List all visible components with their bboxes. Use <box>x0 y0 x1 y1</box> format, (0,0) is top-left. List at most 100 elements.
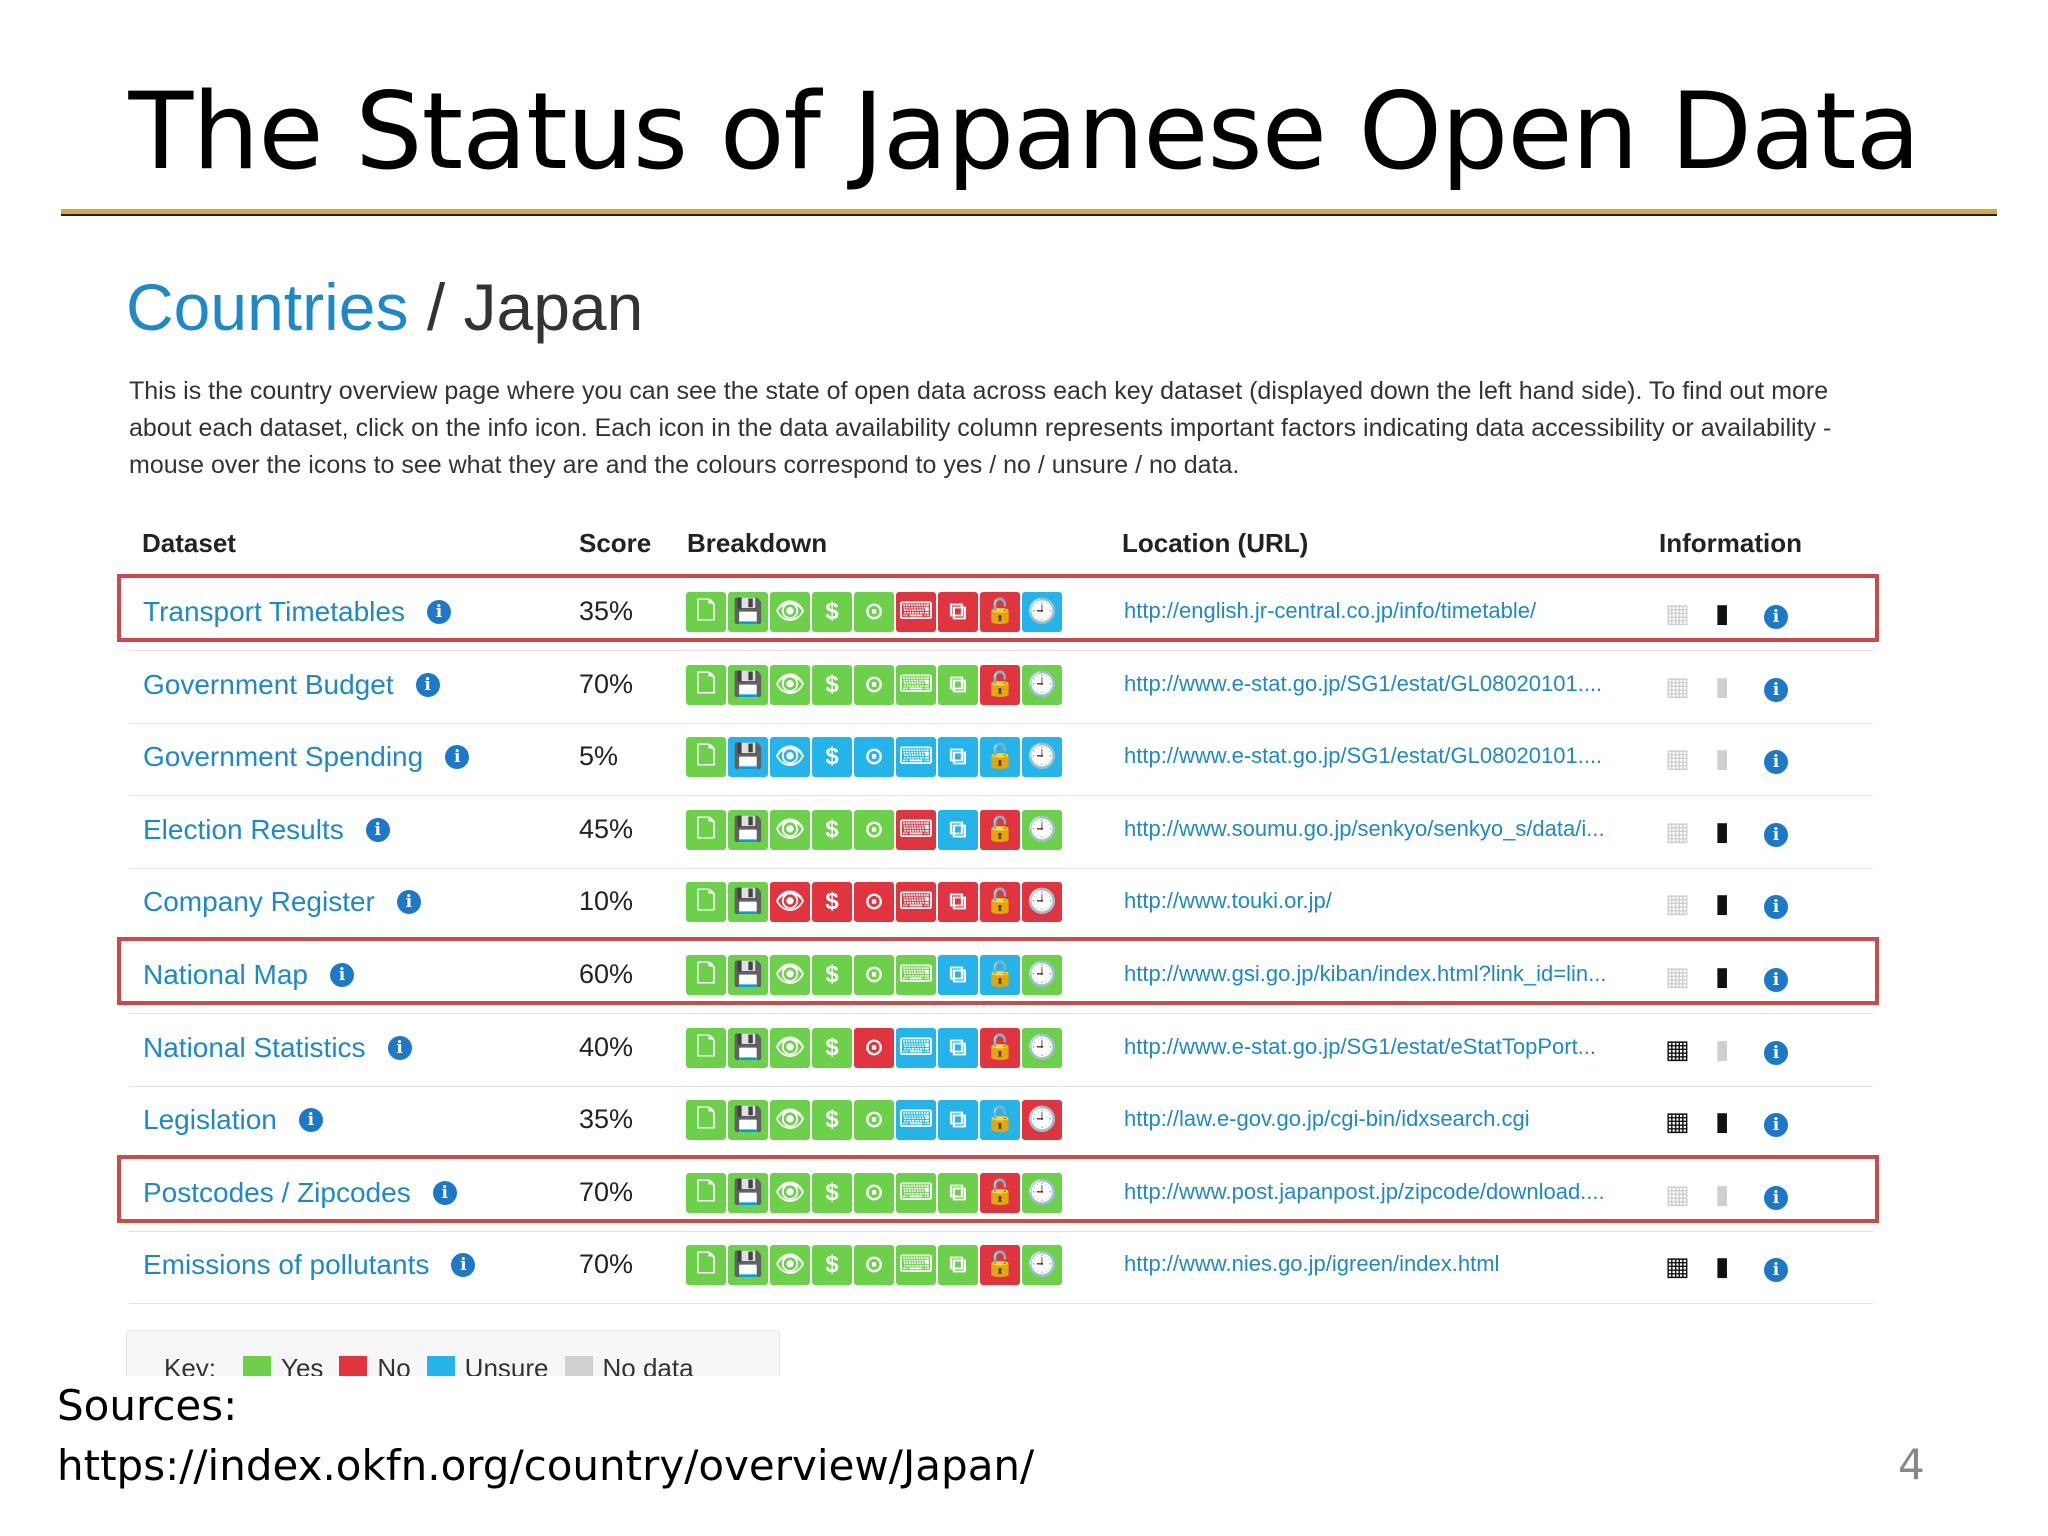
document-icon[interactable]: ▮ <box>1715 670 1730 701</box>
machine-readable-icon[interactable]: ⌨ <box>896 955 936 995</box>
bulk-icon[interactable]: ⧉ <box>938 1027 978 1068</box>
info-icon[interactable]: i <box>1764 598 1788 629</box>
exists-icon[interactable]: 🗋 <box>686 809 726 850</box>
sources-url[interactable]: https://index.okfn.org/country/overview/… <box>57 1441 1035 1490</box>
public-icon[interactable]: 👁 <box>770 1100 810 1141</box>
up-to-date-icon[interactable]: 🕘 <box>1022 1245 1062 1286</box>
calendar-icon[interactable]: ▦ <box>1665 598 1690 628</box>
digital-icon[interactable]: 💾 <box>728 592 768 632</box>
dataset-name-link[interactable]: National Statistics i <box>143 1032 412 1064</box>
calendar-icon[interactable]: ▦ <box>1665 815 1690 846</box>
info-icon[interactable]: i <box>1764 888 1788 920</box>
digital-icon[interactable]: 💾 <box>728 882 768 923</box>
dataset-name-link[interactable]: Emissions of pollutants i <box>143 1249 476 1281</box>
digital-icon[interactable]: 💾 <box>728 1100 768 1141</box>
calendar-icon[interactable]: ▦ <box>1665 1106 1690 1137</box>
exists-icon[interactable]: 🗋 <box>686 592 726 632</box>
open-license-icon[interactable]: 🔓 <box>980 1245 1020 1286</box>
bulk-icon[interactable]: ⧉ <box>938 809 978 850</box>
free-icon[interactable]: $ <box>812 737 852 778</box>
public-icon[interactable]: 👁 <box>770 955 810 995</box>
calendar-icon[interactable]: ▦ <box>1665 1033 1690 1064</box>
dataset-info-icon[interactable]: i <box>426 600 451 624</box>
open-license-icon[interactable]: 🔓 <box>980 1100 1020 1141</box>
exists-icon[interactable]: 🗋 <box>686 882 726 923</box>
machine-readable-icon[interactable]: ⌨ <box>896 664 936 705</box>
exists-icon[interactable]: 🗋 <box>686 1245 726 1286</box>
free-icon[interactable]: $ <box>812 1027 852 1068</box>
document-icon[interactable]: ▮ <box>1715 815 1730 846</box>
dataset-info-icon[interactable]: i <box>365 817 390 842</box>
bulk-icon[interactable]: ⧉ <box>938 1100 978 1141</box>
document-icon[interactable]: ▮ <box>1715 598 1730 628</box>
machine-readable-icon[interactable]: ⌨ <box>896 882 936 923</box>
up-to-date-icon[interactable]: 🕘 <box>1022 955 1062 995</box>
calendar-icon[interactable]: ▦ <box>1665 961 1690 991</box>
dataset-url-link[interactable]: http://www.e-stat.go.jp/SG1/estat/GL0802… <box>1124 670 1603 696</box>
up-to-date-icon[interactable]: 🕘 <box>1022 809 1062 850</box>
bulk-icon[interactable]: ⧉ <box>938 592 978 632</box>
public-icon[interactable]: 👁 <box>770 664 810 705</box>
dataset-name-link[interactable]: Government Spending i <box>143 741 470 773</box>
open-license-icon[interactable]: 🔓 <box>980 664 1020 705</box>
free-icon[interactable]: $ <box>812 1172 852 1213</box>
info-icon[interactable]: i <box>1764 1034 1788 1065</box>
open-license-icon[interactable]: 🔓 <box>980 592 1020 632</box>
online-icon[interactable]: ⊙ <box>854 809 894 850</box>
calendar-icon[interactable]: ▦ <box>1665 1251 1690 1282</box>
online-icon[interactable]: ⊙ <box>854 1100 894 1141</box>
exists-icon[interactable]: 🗋 <box>686 664 726 705</box>
exists-icon[interactable]: 🗋 <box>686 737 726 778</box>
open-license-icon[interactable]: 🔓 <box>980 809 1020 850</box>
calendar-icon[interactable]: ▦ <box>1665 1178 1690 1209</box>
up-to-date-icon[interactable]: 🕘 <box>1022 1100 1062 1141</box>
free-icon[interactable]: $ <box>812 1245 852 1286</box>
document-icon[interactable]: ▮ <box>1715 1251 1730 1282</box>
breadcrumb-countries-link[interactable]: Countries <box>126 270 409 344</box>
document-icon[interactable]: ▮ <box>1715 888 1730 919</box>
dataset-name-link[interactable]: National Map i <box>143 959 354 991</box>
machine-readable-icon[interactable]: ⌨ <box>896 1172 936 1213</box>
dataset-info-icon[interactable]: i <box>415 672 440 697</box>
calendar-icon[interactable]: ▦ <box>1665 888 1690 919</box>
header-score[interactable]: Score <box>579 528 652 558</box>
public-icon[interactable]: 👁 <box>770 882 810 923</box>
dataset-url-link[interactable]: http://www.nies.go.jp/igreen/index.html <box>1124 1251 1500 1277</box>
dataset-name-link[interactable]: Election Results i <box>143 814 390 846</box>
info-icon[interactable]: i <box>1764 1106 1788 1138</box>
machine-readable-icon[interactable]: ⌨ <box>896 592 936 632</box>
document-icon[interactable]: ▮ <box>1715 961 1730 991</box>
document-icon[interactable]: ▮ <box>1715 1106 1730 1137</box>
online-icon[interactable]: ⊙ <box>854 737 894 778</box>
online-icon[interactable]: ⊙ <box>854 955 894 995</box>
exists-icon[interactable]: 🗋 <box>686 1027 726 1068</box>
up-to-date-icon[interactable]: 🕘 <box>1022 882 1062 923</box>
exists-icon[interactable]: 🗋 <box>686 1172 726 1213</box>
public-icon[interactable]: 👁 <box>770 1245 810 1286</box>
free-icon[interactable]: $ <box>812 882 852 923</box>
online-icon[interactable]: ⊙ <box>854 1172 894 1213</box>
dataset-url-link[interactable]: http://www.post.japanpost.jp/zipcode/dow… <box>1124 1178 1605 1204</box>
calendar-icon[interactable]: ▦ <box>1665 670 1690 701</box>
open-license-icon[interactable]: 🔓 <box>980 737 1020 778</box>
online-icon[interactable]: ⊙ <box>854 1245 894 1286</box>
dataset-url-link[interactable]: http://www.e-stat.go.jp/SG1/estat/eStatT… <box>1124 1033 1597 1059</box>
machine-readable-icon[interactable]: ⌨ <box>896 809 936 850</box>
bulk-icon[interactable]: ⧉ <box>938 737 978 778</box>
online-icon[interactable]: ⊙ <box>854 664 894 705</box>
open-license-icon[interactable]: 🔓 <box>980 1027 1020 1068</box>
header-dataset[interactable]: Dataset <box>142 528 236 558</box>
up-to-date-icon[interactable]: 🕘 <box>1022 664 1062 705</box>
bulk-icon[interactable]: ⧉ <box>938 1172 978 1213</box>
public-icon[interactable]: 👁 <box>770 809 810 850</box>
machine-readable-icon[interactable]: ⌨ <box>896 1027 936 1068</box>
digital-icon[interactable]: 💾 <box>728 664 768 705</box>
digital-icon[interactable]: 💾 <box>728 809 768 850</box>
open-license-icon[interactable]: 🔓 <box>980 955 1020 995</box>
dataset-url-link[interactable]: http://www.touki.or.jp/ <box>1124 888 1332 914</box>
bulk-icon[interactable]: ⧉ <box>938 664 978 705</box>
up-to-date-icon[interactable]: 🕘 <box>1022 1172 1062 1213</box>
free-icon[interactable]: $ <box>812 592 852 632</box>
info-icon[interactable]: i <box>1764 1179 1788 1210</box>
exists-icon[interactable]: 🗋 <box>686 1100 726 1141</box>
